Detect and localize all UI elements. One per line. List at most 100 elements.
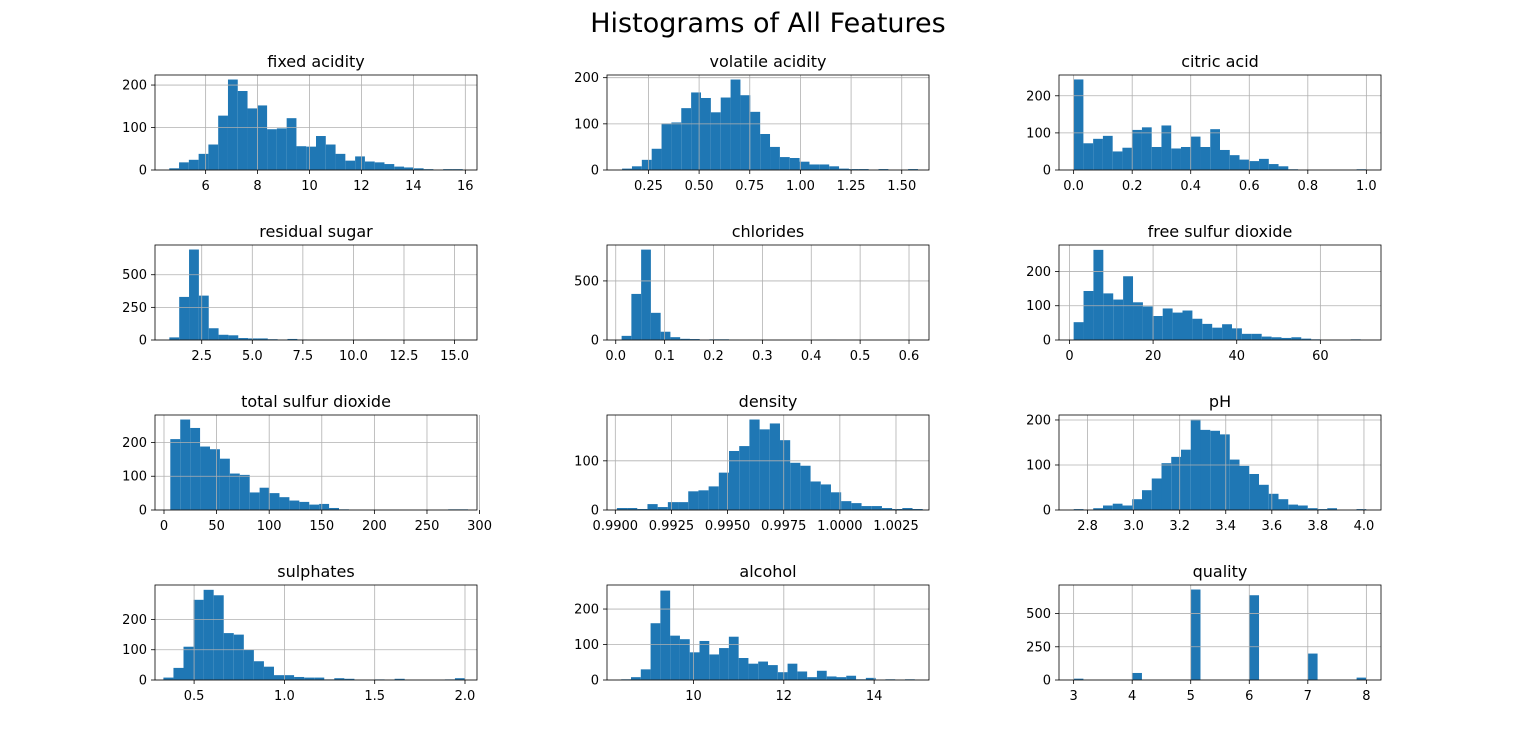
y-tick-label: 100: [574, 638, 599, 653]
subplot-8: pH 2.8 3.0 3.2 3.4 3.6 3.8 4.0 0 100 200: [1026, 392, 1382, 534]
histogram-bar: [1251, 333, 1262, 340]
histogram-bar: [257, 338, 268, 340]
subplot-title: alcohol: [739, 562, 796, 581]
histogram-bar: [1141, 127, 1152, 170]
histogram-bar: [826, 676, 837, 680]
histogram-bar: [1268, 164, 1279, 170]
histogram-bar: [316, 136, 326, 170]
x-tick-label: 6: [1245, 689, 1253, 704]
histogram-bar: [1249, 595, 1260, 680]
x-tick-label: 14: [866, 689, 883, 704]
histogram-bar: [1162, 308, 1173, 340]
histogram-bar: [679, 639, 690, 680]
histogram-bar: [423, 169, 434, 170]
x-tick-label: 50: [208, 519, 225, 534]
histogram-bar: [169, 337, 180, 340]
histogram-bar: [691, 92, 701, 170]
y-tick-label: 200: [122, 436, 147, 451]
histogram-bar: [213, 595, 224, 680]
histogram-bar: [616, 508, 628, 510]
histogram-bar: [1171, 148, 1181, 170]
histogram-bar: [169, 168, 180, 170]
x-tick-label: 0.3: [752, 349, 773, 364]
histogram-bar: [413, 168, 424, 170]
x-tick-label: 250: [415, 519, 440, 534]
histogram-bar: [861, 506, 872, 510]
x-tick-label: 15.0: [440, 349, 469, 364]
histogram-bar: [364, 161, 375, 170]
histogram-bar: [190, 427, 201, 510]
histogram-bar: [452, 169, 463, 170]
histogram-bar: [1073, 678, 1084, 680]
histogram-bar: [708, 486, 719, 510]
histogram-bar: [1141, 490, 1152, 510]
x-tick-label: 2.8: [1077, 519, 1098, 534]
histogram-bar: [1229, 459, 1240, 510]
histogram-bar: [1151, 146, 1162, 170]
y-tick-label: 200: [122, 613, 147, 628]
histogram-bar: [671, 122, 682, 170]
histogram-bar: [188, 159, 199, 170]
histogram-bar: [689, 652, 700, 680]
histogram-bar: [233, 634, 244, 680]
histogram-bar: [878, 169, 889, 170]
y-tick-label: 0: [1043, 164, 1051, 179]
histogram-bar: [1161, 125, 1172, 170]
histogram-bar: [1132, 129, 1142, 170]
histogram-bar: [247, 108, 258, 170]
x-tick-label: 40: [1228, 349, 1245, 364]
subplot-title: quality: [1193, 562, 1248, 581]
y-tick-label: 200: [574, 71, 599, 86]
histogram-bar: [454, 678, 465, 680]
axes-frame: [154, 244, 478, 341]
histogram-bar: [1161, 463, 1172, 510]
histogram-bar: [309, 504, 320, 510]
histogram-bar: [344, 678, 355, 680]
histogram-bar: [1356, 677, 1367, 680]
histogram-bar: [779, 440, 791, 510]
histogram-bar: [647, 504, 658, 510]
x-tick-label: 10: [301, 179, 318, 194]
histogram-bar: [179, 296, 190, 340]
histogram-bar: [1327, 508, 1338, 510]
histogram-bar: [1142, 306, 1153, 340]
axes-frame: [606, 414, 930, 511]
axes-frame: [606, 584, 930, 681]
axes-frame: [1058, 414, 1382, 511]
y-tick-label: 250: [1026, 640, 1051, 655]
histogram-bar: [1356, 509, 1367, 510]
histogram-bar: [730, 79, 741, 170]
x-tick-label: 0.1: [654, 349, 675, 364]
x-tick-label: 12: [776, 689, 793, 704]
subplot-title: free sulfur dioxide: [1148, 222, 1293, 241]
y-tick-label: 0: [139, 164, 147, 179]
x-tick-label: 0.75: [735, 179, 764, 194]
y-tick-label: 0: [139, 504, 147, 519]
histogram-bar: [698, 490, 709, 510]
subplot-2: citric acid 0.0 0.2 0.4 0.6 0.8 1.0 0 100 200: [1026, 52, 1382, 194]
histogram-bar: [269, 493, 280, 510]
x-tick-label: 12: [353, 179, 370, 194]
x-tick-label: 4.0: [1354, 519, 1375, 534]
subplot-9: sulphates 0.5 1.0 1.5 2.0 0 100 200: [122, 562, 478, 704]
histogram-bar: [729, 450, 740, 510]
histogram-bar: [273, 675, 285, 680]
subplot-1: volatile acidity 0.25 0.50 0.75 1.00 1.25 1.50…: [574, 52, 930, 194]
histogram-bar: [443, 169, 453, 170]
histogram-bar: [670, 337, 681, 340]
histogram-bar: [394, 166, 405, 170]
histogram-bar: [858, 169, 869, 170]
histogram-bar: [678, 502, 689, 510]
histogram-bar: [667, 502, 679, 510]
histogram-bar: [709, 654, 720, 680]
x-tick-label: 1.50: [887, 179, 916, 194]
x-tick-label: 0.9950: [705, 519, 751, 534]
histogram-bar: [1229, 155, 1240, 170]
histogram-bar: [777, 672, 788, 680]
histogram-bar: [848, 169, 859, 170]
histogram-bar: [1259, 158, 1269, 170]
y-tick-label: 100: [574, 117, 599, 132]
histogram-bar: [374, 162, 385, 170]
x-tick-label: 0.0: [1063, 179, 1084, 194]
histogram-bar: [267, 129, 277, 170]
